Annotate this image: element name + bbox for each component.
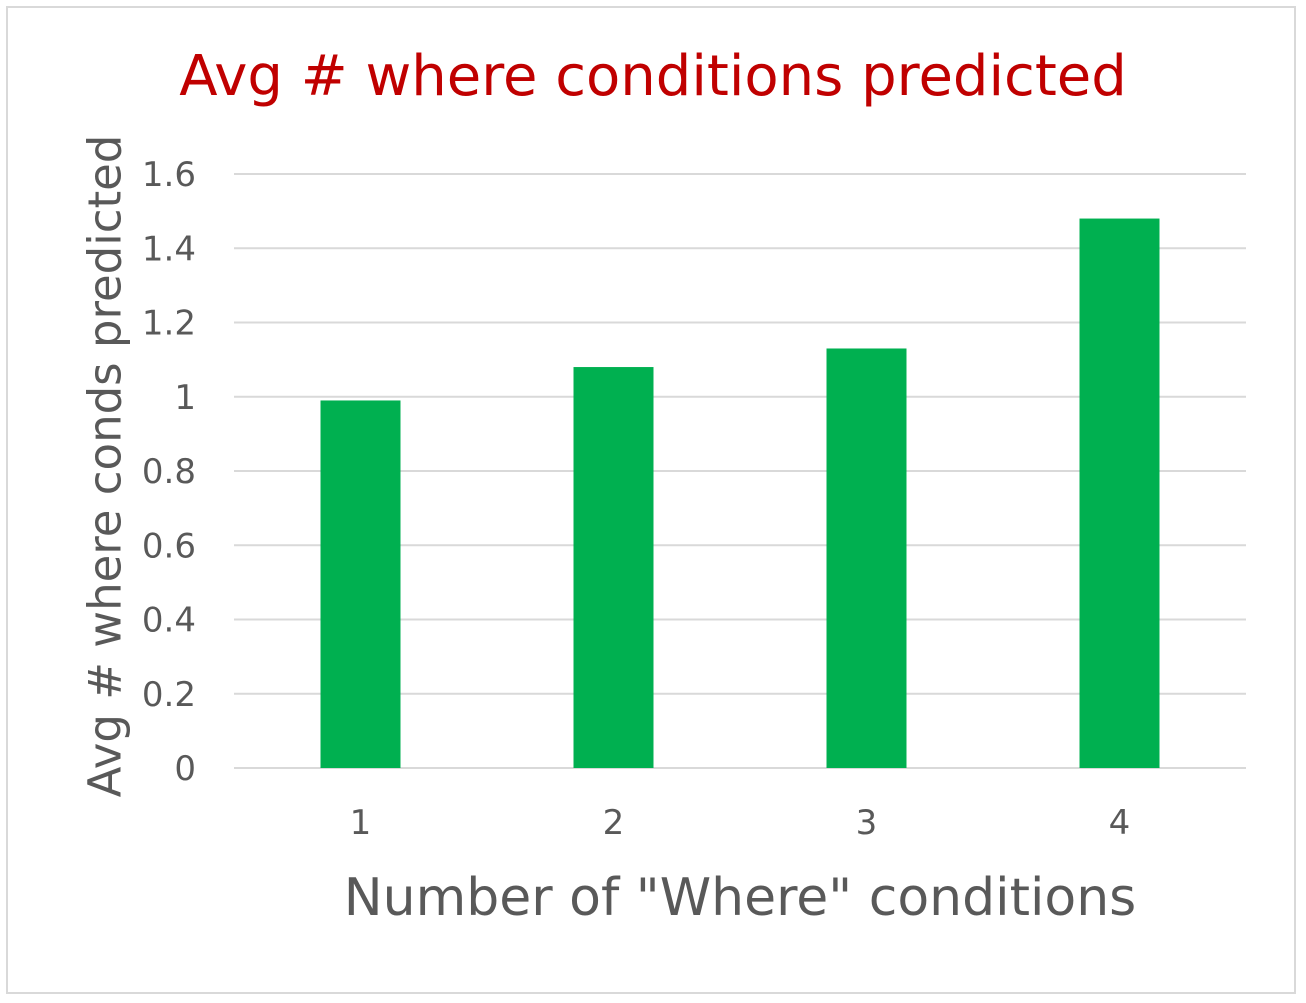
y-tick-label: 1.2: [142, 304, 196, 344]
bar-2: [573, 367, 654, 768]
y-tick-label: 0.8: [142, 452, 196, 492]
x-axis-title: Number of "Where" conditions: [343, 868, 1137, 928]
y-tick-label: 0.4: [142, 601, 196, 641]
x-tick-label: 3: [856, 803, 878, 843]
chart-title: Avg # where conditions predicted: [179, 44, 1127, 109]
y-tick-label: 1: [174, 378, 196, 418]
bar-3: [826, 348, 907, 768]
bar-4: [1079, 218, 1160, 769]
y-tick-label: 1.4: [142, 229, 196, 269]
x-tick-label: 4: [1109, 803, 1131, 843]
x-tick-label: 2: [603, 803, 625, 843]
y-tick-label: 0.6: [142, 526, 196, 566]
y-tick-label: 0: [174, 749, 196, 789]
y-tick-label: 0.2: [142, 675, 196, 715]
y-tick-label: 1.6: [142, 155, 196, 195]
x-tick-label: 1: [350, 803, 372, 843]
bar-1: [320, 400, 401, 768]
